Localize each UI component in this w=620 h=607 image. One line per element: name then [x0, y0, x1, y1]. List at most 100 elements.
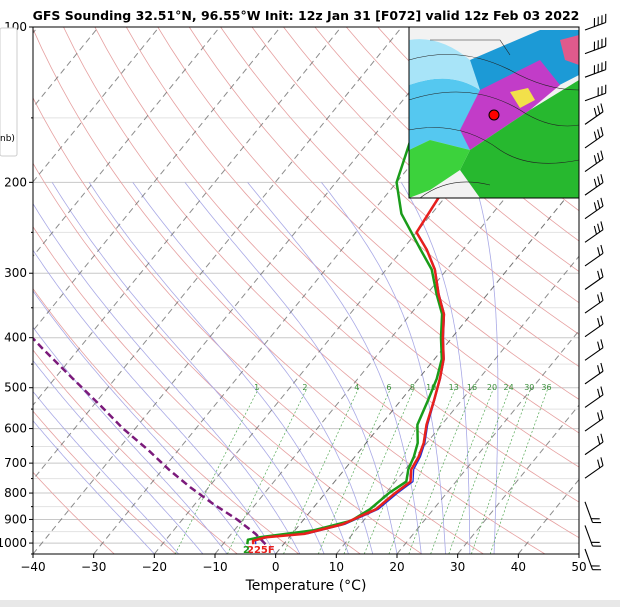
- isotherm-line: [457, 404, 579, 554]
- isotherm-line: [275, 181, 579, 554]
- wind-barb-flag: [593, 107, 598, 117]
- wind-barb-flag: [597, 459, 601, 469]
- dry-adiabat: [157, 27, 579, 434]
- x-tick-label: −30: [81, 560, 106, 574]
- dry-adiabat: [94, 27, 579, 503]
- wind-barb: [584, 150, 604, 172]
- wind-barb: [584, 126, 604, 149]
- inset-freezing-region: [560, 35, 579, 65]
- wind-barb-flag: [593, 202, 598, 211]
- mixing-ratio-line: [388, 387, 456, 554]
- wind-barbs: [584, 13, 607, 571]
- dry-adiabat: [33, 410, 177, 554]
- wind-barb-flag: [601, 62, 603, 72]
- wind-barb-staff: [584, 347, 604, 361]
- wind-barb-flag: [597, 40, 599, 49]
- wind-barb-flag: [600, 103, 604, 112]
- wind-barb: [584, 13, 607, 31]
- isobar-lines: [33, 27, 579, 544]
- wind-barb-flag: [597, 388, 601, 398]
- isotherm-line: [578, 553, 579, 554]
- bottom-strip: [0, 600, 620, 607]
- isotherm-line: [33, 27, 463, 554]
- moist-adiabat: [33, 249, 277, 554]
- legend-box: [0, 27, 18, 157]
- mixing-ratio-label: 24: [504, 383, 514, 392]
- wind-barb: [584, 103, 604, 125]
- wind-barb-flag: [591, 541, 600, 543]
- moist-adiabat: [33, 390, 179, 554]
- chart-title: GFS Sounding 32.51°N, 96.55°W Init: 12z …: [33, 8, 580, 23]
- inset-rain-region: [460, 80, 579, 198]
- x-axis-label: Temperature (°C): [245, 578, 367, 594]
- wind-barb-flag: [600, 268, 604, 278]
- y-tick-label: 200: [4, 175, 27, 189]
- x-tick-label: −20: [142, 560, 167, 574]
- wind-barb-flag: [600, 457, 604, 466]
- wind-barb-staff: [584, 525, 594, 547]
- mixing-ratio-labels: 1 2 4 6 8 10 13 16 20 24 30 36: [254, 383, 551, 392]
- wind-barb-staff: [584, 465, 604, 479]
- plot-frame: [32, 26, 580, 555]
- wind-barb: [584, 174, 604, 196]
- y-tick-label: 500: [4, 381, 27, 395]
- wind-barb-flag: [593, 65, 596, 74]
- mixing-ratio-line: [471, 387, 532, 554]
- wind-barb-staff: [584, 45, 606, 55]
- wind-barb: [584, 525, 602, 547]
- wind-barb-flag: [597, 247, 601, 256]
- isotherm-line: [153, 32, 579, 554]
- wind-barb-flag: [592, 521, 602, 524]
- moist-adiabat: [33, 290, 252, 554]
- mixing-ratio-line: [363, 387, 434, 554]
- x-tick-label: 40: [511, 560, 526, 574]
- mixing-ratio-label: 13: [449, 383, 459, 392]
- wind-barb-staff: [584, 276, 604, 290]
- wind-barb-flag: [600, 244, 604, 254]
- y-tick-label: 800: [4, 486, 27, 500]
- wind-barb-flag: [600, 410, 604, 419]
- wind-barb-staff: [584, 229, 604, 243]
- wind-barb-staff: [584, 205, 604, 220]
- mixing-ratio-lines: [174, 387, 549, 554]
- wind-barb-flag: [593, 225, 598, 235]
- wind-barb-flag: [597, 317, 601, 327]
- wind-barb-flag: [600, 386, 604, 395]
- wind-barb-flag: [605, 37, 607, 47]
- wind-barb-flag: [597, 412, 601, 421]
- moist-adiabat: [88, 182, 349, 554]
- moist-adiabat: [184, 182, 398, 554]
- wind-barb-flag: [601, 86, 603, 95]
- wind-barb-flag: [597, 152, 601, 162]
- x-tick-label: 50: [571, 560, 586, 574]
- mixing-ratio-label: 8: [410, 383, 415, 392]
- wind-barb-flag: [600, 292, 604, 301]
- moist-adiabat: [33, 359, 204, 554]
- wind-barb-flag: [597, 16, 599, 26]
- wind-barb: [584, 457, 604, 479]
- isotherm-line: [33, 27, 403, 481]
- wind-barb-flag: [600, 339, 604, 348]
- wind-barb-flag: [605, 61, 607, 70]
- wind-barb-flag: [600, 197, 604, 207]
- moist-adiabat: [33, 202, 301, 554]
- wind-barb-flag: [600, 315, 604, 325]
- wind-barb-flag: [597, 63, 599, 73]
- wind-barb-flag: [597, 105, 601, 115]
- wind-barb: [584, 548, 602, 571]
- wind-barb-flag: [601, 15, 603, 24]
- mixing-ratio-line: [489, 387, 549, 554]
- wind-barb-flag: [597, 365, 601, 374]
- dry-adiabat: [314, 27, 579, 273]
- x-tick-label: 10: [329, 560, 344, 574]
- wind-barb: [584, 292, 604, 314]
- moist-adiabat: [33, 326, 228, 554]
- wind-barb-staff: [584, 252, 604, 267]
- wind-barb-flag: [593, 178, 598, 188]
- wind-barb-flag: [593, 131, 598, 141]
- wind-barb-flag: [593, 155, 598, 164]
- wind-barb-flag: [601, 38, 603, 48]
- wind-barb-staff: [584, 111, 604, 125]
- wind-barb-staff: [584, 21, 606, 31]
